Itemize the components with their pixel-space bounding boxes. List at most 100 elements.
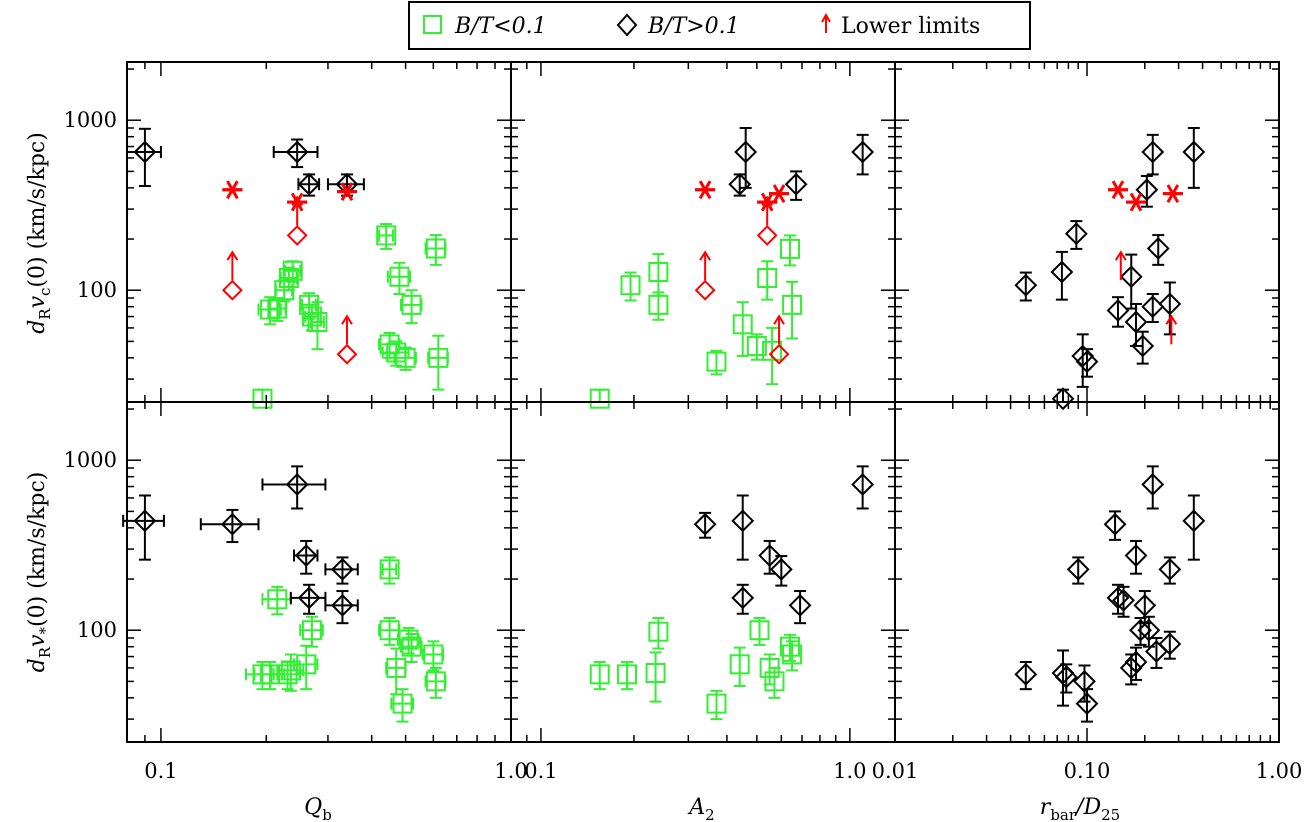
data-point-square <box>617 664 638 685</box>
data-point-diamond <box>851 473 875 496</box>
x-tick-label: 1.00 <box>1256 759 1303 783</box>
data-point-diamond <box>784 172 808 196</box>
x-tick-label: 0.1 <box>524 759 557 783</box>
data-point-diamond <box>1112 588 1135 612</box>
data-point-diamond <box>1182 509 1206 533</box>
data-point-diamond <box>1158 632 1182 656</box>
data-point-square <box>648 261 669 282</box>
x-axis-label-qb: Qb <box>304 795 332 822</box>
data-point-diamond <box>1073 669 1096 693</box>
data-point-diamond <box>758 544 782 567</box>
data-point-square <box>764 671 785 692</box>
data-point-square <box>401 294 422 315</box>
data-point-diamond <box>1119 265 1143 289</box>
data-point-diamond <box>297 586 321 610</box>
legend-black-label: B/T>0.1 <box>647 14 740 39</box>
data-point-square <box>282 260 303 281</box>
plot-frame <box>510 61 896 403</box>
legend-green-label: B/T<0.1 <box>454 14 547 39</box>
data-point-square <box>395 347 416 368</box>
data-point-square <box>280 660 301 681</box>
data-point-square <box>301 620 322 641</box>
data-point-diamond <box>133 140 157 164</box>
data-point-asterisk <box>695 180 716 200</box>
legend-red-arrow-icon <box>821 12 831 33</box>
y-tick-label: 1000 <box>64 108 117 132</box>
lower-limit-arrow-head <box>226 250 239 261</box>
data-point-diamond <box>1075 692 1099 716</box>
x-tick-label: 0.10 <box>1064 759 1111 783</box>
data-point-diamond <box>1141 473 1165 496</box>
data-point-square <box>379 620 400 641</box>
data-point-square <box>706 693 727 714</box>
legend-black-diamond-icon <box>616 13 638 37</box>
lower-limit-arrow-head <box>341 314 353 325</box>
panel-bottom-right: 0.01 0.10 1.00 <box>872 401 1303 783</box>
data-point-diamond <box>1050 260 1074 284</box>
x-tick-label: 0.01 <box>872 759 919 783</box>
legend-box <box>408 1 1031 50</box>
data-point-square <box>648 294 669 315</box>
data-point-diamond <box>1051 387 1075 411</box>
data-point-square <box>379 559 400 580</box>
x-tick-label: 0.1 <box>144 759 177 783</box>
data-point-diamond <box>769 557 793 581</box>
lower-limit-arrow-head <box>699 250 711 261</box>
x-axis-label-a2: A2 <box>687 795 714 822</box>
data-point-diamond <box>731 509 755 533</box>
lower-limit-arrow-head <box>1114 250 1127 261</box>
data-point-square <box>729 654 750 675</box>
data-point-square <box>376 225 397 246</box>
data-point-diamond <box>1124 650 1148 674</box>
data-point-square <box>757 267 778 288</box>
data-point-square <box>589 388 610 409</box>
data-point-square <box>277 664 298 685</box>
data-point-diamond <box>1131 334 1155 358</box>
data-point-diamond <box>1182 140 1206 164</box>
data-point-diamond <box>1119 656 1143 680</box>
data-point-square <box>307 312 328 333</box>
data-point-diamond <box>1064 222 1088 246</box>
data-point-diamond <box>851 140 875 164</box>
lower-limit-arrow-head <box>773 314 785 325</box>
data-point-diamond <box>286 225 308 246</box>
data-point-diamond <box>693 512 717 536</box>
data-point-asterisk <box>336 182 357 202</box>
data-point-square <box>423 644 444 665</box>
data-point-square <box>732 314 753 335</box>
data-point-diamond <box>336 343 358 365</box>
data-point-asterisk <box>1107 180 1128 200</box>
panel-bottom-middle: 0.1 1.0 <box>510 401 896 783</box>
data-point-square <box>278 267 299 288</box>
data-point-square <box>782 294 803 315</box>
data-point-square <box>645 663 666 684</box>
legend-red-label: Lower limits <box>841 14 980 39</box>
data-point-diamond <box>1124 544 1148 567</box>
data-point-diamond <box>1146 237 1170 260</box>
data-point-square <box>706 351 727 372</box>
plot-frame <box>126 401 512 743</box>
data-point-diamond <box>1158 292 1182 316</box>
plot-frame <box>510 401 896 743</box>
data-point-square <box>779 636 800 657</box>
data-point-square <box>386 657 407 678</box>
data-point-asterisk <box>222 180 243 200</box>
data-point-diamond <box>731 586 755 610</box>
data-point-square <box>398 629 419 650</box>
data-point-asterisk <box>287 192 308 212</box>
data-point-square <box>782 644 803 665</box>
data-point-square <box>746 335 767 356</box>
data-point-diamond <box>1133 593 1157 617</box>
svg-text:dRvc(0) (km/s/kpc): dRvc(0) (km/s/kpc) <box>25 132 54 334</box>
legend: B/T<0.1 B/T>0.1 Lower limits <box>408 1 1031 50</box>
data-point-diamond <box>694 279 716 301</box>
data-point-diamond <box>285 473 309 496</box>
data-point-square <box>252 388 273 409</box>
plot-frame <box>126 61 512 403</box>
data-point-diamond <box>1103 512 1127 536</box>
data-point-square <box>428 347 449 368</box>
data-point-square <box>425 238 446 259</box>
data-point-diamond <box>1124 310 1148 334</box>
panel-top-right <box>894 61 1280 411</box>
